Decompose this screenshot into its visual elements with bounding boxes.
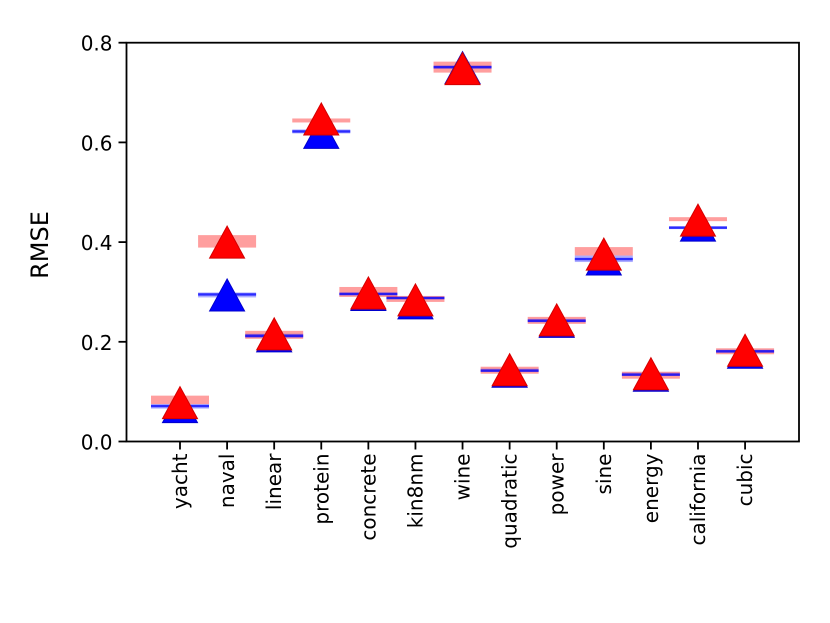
x-tick-label-protein: protein xyxy=(309,454,333,525)
red-method-triangle xyxy=(255,316,293,351)
x-tick-label-kin8nm: kin8nm xyxy=(403,454,427,529)
x-tick-label-cubic: cubic xyxy=(733,454,757,507)
x-tick-label-linear: linear xyxy=(262,453,286,510)
y-tick-label: 0.8 xyxy=(81,32,113,56)
y-tick-label: 0.6 xyxy=(81,131,113,155)
red-method-triangle xyxy=(397,282,434,317)
y-tick-label: 0.4 xyxy=(81,231,113,255)
x-tick-label-concrete: concrete xyxy=(356,454,380,541)
x-tick-label-wine: wine xyxy=(451,454,475,501)
red-method-triangle xyxy=(208,225,246,259)
red-method-triangle xyxy=(538,302,576,337)
x-tick-label-quadratic: quadratic xyxy=(498,454,522,549)
red-method-triangle xyxy=(632,356,670,391)
red-method-triangle xyxy=(585,237,623,271)
red-method-triangle xyxy=(444,51,481,86)
x-tick-label-energy: energy xyxy=(639,453,663,523)
red-method-triangle xyxy=(350,275,387,310)
x-tick-label-power: power xyxy=(545,453,569,516)
x-tick-label-california: california xyxy=(686,454,710,546)
y-tick-label: 0.0 xyxy=(81,431,113,455)
y-axis-label: RMSE xyxy=(26,211,54,279)
x-tick-label-yacht: yacht xyxy=(168,453,192,509)
x-tick-label-naval: naval xyxy=(215,454,239,509)
blue-method-triangle xyxy=(208,277,246,312)
y-tick-label: 0.2 xyxy=(81,331,113,355)
x-tick-label-sine: sine xyxy=(592,454,616,495)
red-method-triangle xyxy=(302,101,340,136)
red-method-triangle xyxy=(726,333,764,367)
red-method-triangle xyxy=(161,385,199,420)
red-method-triangle xyxy=(679,203,717,237)
red-method-triangle xyxy=(491,352,528,387)
